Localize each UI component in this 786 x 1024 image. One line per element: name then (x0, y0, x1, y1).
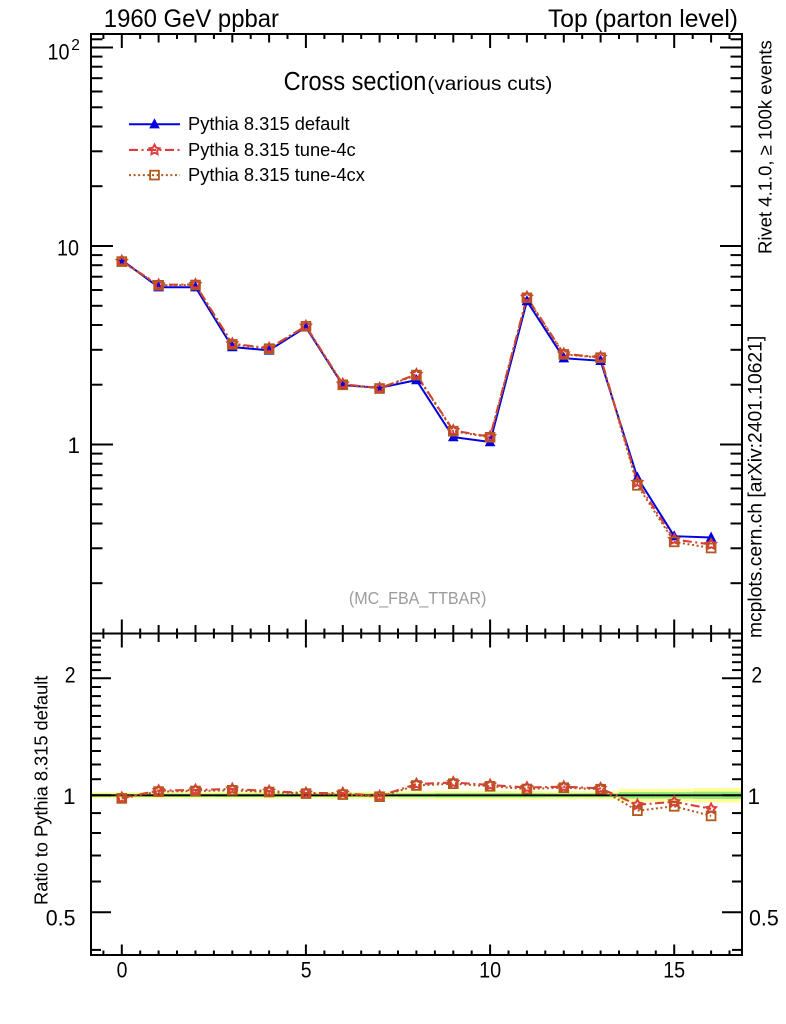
svg-text:5: 5 (301, 957, 312, 982)
svg-text:0: 0 (117, 957, 128, 982)
svg-text:10: 10 (57, 235, 79, 260)
svg-text:Pythia 8.315 tune-4c: Pythia 8.315 tune-4c (188, 139, 356, 160)
svg-text:2: 2 (65, 662, 76, 687)
svg-text:Pythia 8.315 tune-4cx: Pythia 8.315 tune-4cx (188, 164, 365, 185)
svg-text:(various cuts): (various cuts) (427, 73, 552, 95)
svg-text:Top (parton level): Top (parton level) (548, 6, 738, 33)
svg-text:Pythia 8.315 default: Pythia 8.315 default (188, 113, 350, 134)
svg-text:2: 2 (751, 662, 762, 687)
svg-text:2: 2 (71, 37, 80, 54)
svg-text:15: 15 (663, 957, 685, 982)
svg-text:(MC_FBA_TTBAR): (MC_FBA_TTBAR) (349, 588, 486, 609)
svg-text:10: 10 (479, 957, 501, 982)
svg-text:mcplots.cern.ch [arXiv:2401.10: mcplots.cern.ch [arXiv:2401.10621] (746, 336, 767, 638)
svg-text:Rivet 4.1.0, ≥ 100k events: Rivet 4.1.0, ≥ 100k events (755, 40, 776, 254)
svg-text:1: 1 (67, 433, 80, 458)
svg-text:1: 1 (748, 784, 761, 809)
svg-text:0.5: 0.5 (749, 906, 779, 931)
svg-text:1960 GeV ppbar: 1960 GeV ppbar (104, 6, 279, 33)
svg-text:0.5: 0.5 (46, 906, 76, 931)
svg-text:Ratio to Pythia 8.315 default: Ratio to Pythia 8.315 default (31, 676, 52, 905)
svg-text:10: 10 (48, 40, 70, 65)
svg-text:1: 1 (63, 784, 76, 809)
svg-text:Cross section: Cross section (284, 66, 427, 96)
